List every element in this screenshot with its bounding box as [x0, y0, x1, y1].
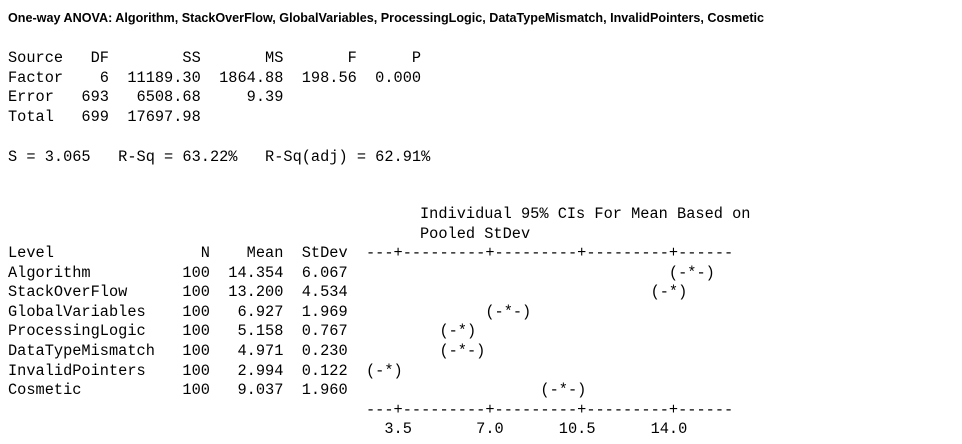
anova-row-factor: Factor 6 11189.30 1864.88 198.56 0.000 [8, 68, 422, 87]
level-row-invalidpointers: InvalidPointers 100 2.994 0.122 (-*) [8, 361, 403, 380]
level-row-cosmetic: Cosmetic 100 9.037 1.960 (-*-) [8, 381, 587, 400]
fit-statistics: S = 3.065 R-Sq = 63.22% R-Sq(adj) = 62.9… [8, 148, 431, 166]
level-row-globalvariables: GlobalVariables 100 6.927 1.969 (-*-) [8, 302, 532, 321]
ci-axis-line: ---+---------+---------+---------+------ [8, 400, 734, 419]
anova-row-error: Error 693 6508.68 9.39 [8, 88, 284, 107]
ci-header-line-1: Individual 95% CIs For Mean Based on [420, 205, 751, 223]
ci-header-line-2: Pooled StDev [420, 224, 531, 243]
anova-table: Source DF SS MS F P Factor 6 11189.30 186… [8, 49, 421, 127]
level-row-stackoverflow: StackOverFlow 100 13.200 4.534 (-*) [8, 283, 688, 302]
level-row-algorithm: Algorithm 100 14.354 6.067 (-*-) [8, 263, 715, 282]
ci-axis-tick-labels: 3.5 7.0 10.5 14.0 [8, 420, 688, 439]
level-row-datatypemismatch: DataTypeMismatch 100 4.971 0.230 (-*-) [8, 341, 486, 360]
anova-table-header: Source DF SS MS F P [8, 49, 422, 67]
output-title: One-way ANOVA: Algorithm, StackOverFlow,… [8, 11, 765, 25]
level-table-header: Level N Mean StDev ---+---------+-------… [8, 244, 734, 262]
ci-header: Individual 95% CIs For Mean Based on Pool… [420, 205, 750, 244]
anova-row-total: Total 699 17697.98 [8, 107, 201, 126]
level-row-processinglogic: ProcessingLogic 100 5.158 0.767 (-*) [8, 322, 477, 341]
level-means-table: Level N Mean StDev ---+---------+-------… [8, 244, 733, 440]
